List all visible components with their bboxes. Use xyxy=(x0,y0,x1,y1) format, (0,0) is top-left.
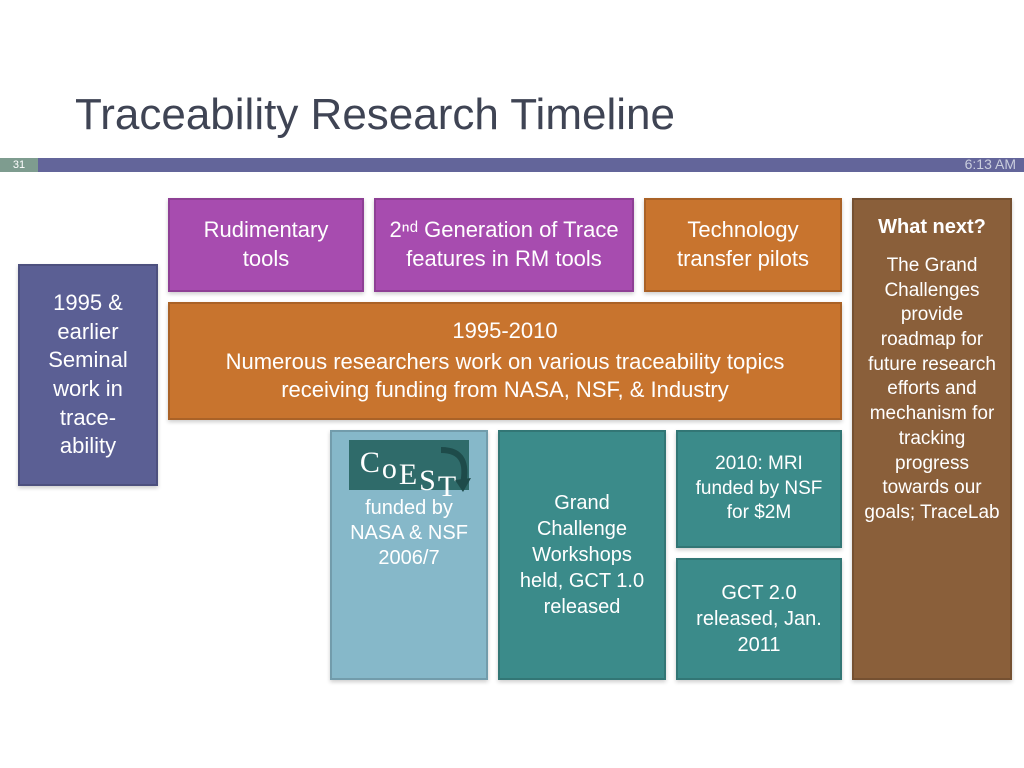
clock-time: 6:13 AM xyxy=(965,156,1016,172)
box-rudimentary-text: Rudimentary tools xyxy=(182,216,350,273)
box-what-next: What next? The Grand Challenges provide … xyxy=(852,198,1012,680)
box-coest: CoEST funded by NASA & NSF 2006/7 xyxy=(330,430,488,680)
box-tech-transfer: Technology transfer pilots xyxy=(644,198,842,292)
box-gct2-text: GCT 2.0 released, Jan. 2011 xyxy=(690,580,828,658)
box-numerous-body: Numerous researchers work on various tra… xyxy=(188,348,822,405)
box-numerous-head: 1995-2010 xyxy=(452,317,557,346)
coest-logo-box: CoEST xyxy=(349,440,469,490)
box-second-gen-text: 2ⁿᵈ Generation of Trace features in RM t… xyxy=(388,216,620,273)
box-gct1-text: Grand Challenge Workshops held, GCT 1.0 … xyxy=(512,490,652,620)
box-rudimentary: Rudimentary tools xyxy=(168,198,364,292)
page-number: 31 xyxy=(0,158,38,172)
divider-bar: 31 6:13 AM xyxy=(0,158,1024,172)
what-next-head: What next? xyxy=(878,214,986,240)
coest-funded-text: funded by NASA & NSF 2006/7 xyxy=(332,490,486,581)
box-mri: 2010: MRI funded by NSF for $2M xyxy=(676,430,842,548)
box-tech-transfer-text: Technology transfer pilots xyxy=(658,216,828,273)
what-next-body: The Grand Challenges provide roadmap for… xyxy=(864,254,1000,526)
box-second-gen: 2ⁿᵈ Generation of Trace features in RM t… xyxy=(374,198,634,292)
box-seminal: 1995 & earlier Seminal work in trace-abi… xyxy=(18,264,158,486)
curved-arrow-icon xyxy=(433,444,473,500)
box-seminal-text: 1995 & earlier Seminal work in trace-abi… xyxy=(32,289,144,461)
box-mri-text: 2010: MRI funded by NSF for $2M xyxy=(690,452,828,526)
box-gct2: GCT 2.0 released, Jan. 2011 xyxy=(676,558,842,680)
box-numerous: 1995-2010 Numerous researchers work on v… xyxy=(168,302,842,420)
box-gct1: Grand Challenge Workshops held, GCT 1.0 … xyxy=(498,430,666,680)
slide-title: Traceability Research Timeline xyxy=(75,90,675,140)
